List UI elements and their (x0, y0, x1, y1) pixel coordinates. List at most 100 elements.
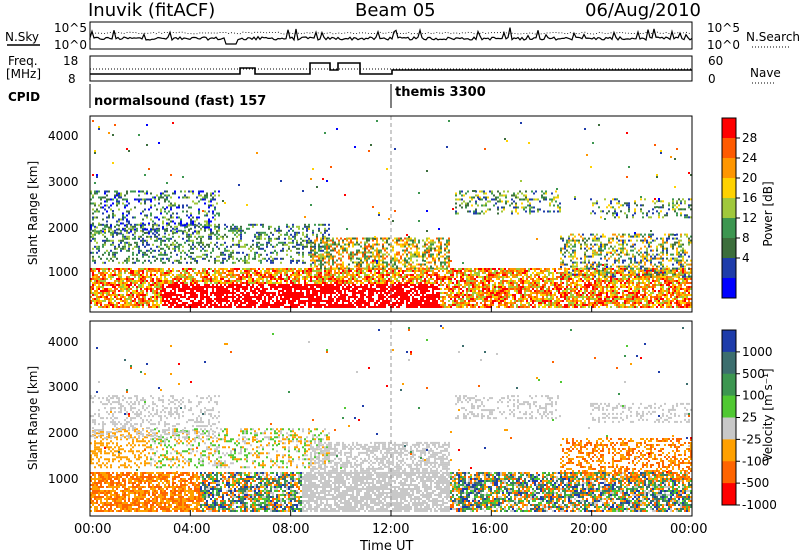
power-panel-cell (132, 254, 134, 256)
power-panel-cell (622, 286, 624, 288)
power-panel-cell (388, 300, 390, 302)
power-panel-cell (380, 288, 382, 290)
power-panel-cell (220, 288, 222, 290)
power-panel-cell (264, 292, 266, 294)
power-panel-cell (158, 246, 160, 248)
power-panel-cell (304, 284, 306, 286)
power-panel-cell (592, 286, 594, 288)
power-panel-cell (622, 290, 624, 292)
power-panel-cell (550, 300, 552, 302)
power-panel-cell (584, 300, 586, 302)
power-panel-cell (638, 302, 640, 304)
power-panel-cell (512, 268, 514, 270)
power-panel-cell (430, 282, 432, 284)
power-panel-cell (524, 304, 526, 306)
power-panel-cell (234, 268, 236, 270)
power-panel-cell (262, 288, 264, 290)
power-panel-cell (180, 276, 182, 278)
power-panel-cell (646, 300, 648, 302)
power-panel-cell (476, 276, 478, 278)
power-panel-cell (382, 294, 384, 296)
power-panel-cell (518, 290, 520, 292)
power-panel-cell (276, 280, 278, 282)
power-panel-cell (212, 284, 214, 286)
power-panel-cell (462, 272, 464, 274)
power-panel-cell (202, 242, 204, 244)
power-panel-cell (298, 276, 300, 278)
power-panel-cell (130, 302, 132, 304)
power-panel-cell (178, 244, 180, 246)
power-panel-cell (486, 294, 488, 296)
power-panel-cell (468, 290, 470, 292)
power-panel-cell (574, 286, 576, 288)
power-panel-cell (566, 306, 568, 308)
power-panel-cell (128, 248, 130, 250)
power-panel-cell (470, 306, 472, 308)
power-panel-cell (192, 242, 194, 244)
power-panel-cell (482, 294, 484, 296)
power-panel-cell (236, 270, 238, 272)
power-panel-cell (102, 284, 104, 286)
power-panel-cell (466, 284, 468, 286)
power-panel-cell (392, 302, 394, 304)
power-panel-cell (190, 300, 192, 302)
power-panel-cell (380, 280, 382, 282)
power-panel-cell (626, 300, 628, 302)
power-panel-cell (336, 300, 338, 302)
power-panel-cell (110, 274, 112, 276)
power-panel-cell (144, 252, 146, 254)
power-panel-cell (594, 300, 596, 302)
power-panel-cell (174, 294, 176, 296)
power-panel-cell (186, 298, 188, 300)
power-panel-cell (124, 238, 126, 240)
power-panel-cell (662, 294, 664, 296)
power-panel-cell (162, 294, 164, 296)
power-panel-cell (404, 284, 406, 286)
power-panel-cell (310, 284, 312, 286)
power-panel-cell (192, 290, 194, 292)
power-panel-cell (460, 268, 462, 270)
power-panel-cell (400, 300, 402, 302)
power-panel-cell (144, 296, 146, 298)
power-panel-cell (438, 298, 440, 300)
power-panel-cell (138, 294, 140, 296)
power-panel-cell (472, 306, 474, 308)
power-panel-cell (232, 294, 234, 296)
power-panel-cell (582, 286, 584, 288)
power-panel-cell (362, 282, 364, 284)
power-panel-cell (542, 298, 544, 300)
power-panel-cell (256, 296, 258, 298)
power-panel-cell (172, 302, 174, 304)
power-panel-cell (360, 272, 362, 274)
power-panel-cell (120, 272, 122, 274)
power-panel-cell (338, 274, 340, 276)
power-panel-cell (228, 304, 230, 306)
power-panel-cell (416, 286, 418, 288)
power-panel-cell (676, 288, 678, 290)
power-panel-cell (452, 304, 454, 306)
power-panel-cell (556, 300, 558, 302)
power-panel-cell (646, 306, 648, 308)
power-panel-cell (272, 276, 274, 278)
power-panel-cell (174, 302, 176, 304)
power-panel-cell (244, 302, 246, 304)
power-panel-cell (202, 292, 204, 294)
power-panel-cell (624, 306, 626, 308)
power-panel-cell (418, 278, 420, 280)
power-panel-cell (234, 284, 236, 286)
power-panel-cell (684, 282, 686, 284)
power-panel-cell (260, 282, 262, 284)
power-panel-cell (386, 298, 388, 300)
power-panel-cell (636, 306, 638, 308)
power-panel-cell (224, 284, 226, 286)
power-panel-cell (682, 278, 684, 280)
power-panel-cell (670, 280, 672, 282)
power-panel-cell (282, 294, 284, 296)
power-panel-cell (358, 290, 360, 292)
power-panel-cell (252, 290, 254, 292)
power-panel-cell (602, 290, 604, 292)
power-panel-cell (584, 284, 586, 286)
power-panel-cell (604, 302, 606, 304)
power-panel-cell (330, 298, 332, 300)
power-panel-cell (616, 272, 618, 274)
